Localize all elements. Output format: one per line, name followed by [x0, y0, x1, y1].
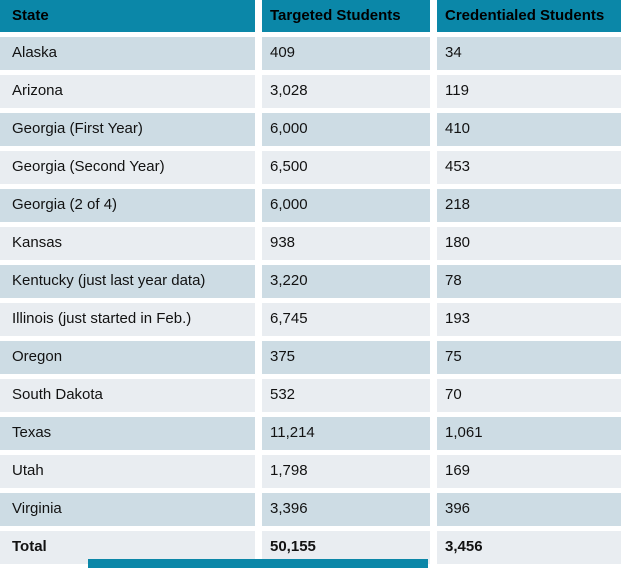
total-row: Total 50,155 3,456 — [0, 531, 621, 568]
table-row: Alaska 409 34 — [0, 37, 621, 75]
cell-credentialed-students: 1,061 — [437, 417, 621, 455]
cell-credentialed-students: 34 — [437, 37, 621, 75]
table-row: Kansas 938 180 — [0, 227, 621, 265]
cell-targeted-students: 938 — [262, 227, 437, 265]
cell-credentialed-students: 410 — [437, 113, 621, 151]
cell-targeted-students: 409 — [262, 37, 437, 75]
table-row: Kentucky (just last year data) 3,220 78 — [0, 265, 621, 303]
cell-credentialed-students: 78 — [437, 265, 621, 303]
cell-state: Arizona — [0, 75, 262, 113]
cell-state: Virginia — [0, 493, 262, 531]
cell-state: Georgia (First Year) — [0, 113, 262, 151]
cell-credentialed-students: 169 — [437, 455, 621, 493]
cell-state: Illinois (just started in Feb.) — [0, 303, 262, 341]
column-header-credentialed-students: Credentialed Students — [437, 0, 621, 37]
cell-state: Utah — [0, 455, 262, 493]
cell-credentialed-students: 75 — [437, 341, 621, 379]
cell-credentialed-students: 396 — [437, 493, 621, 531]
cell-targeted-students: 3,028 — [262, 75, 437, 113]
table-body: Alaska 409 34 Arizona 3,028 119 Georgia (First… — [0, 37, 621, 568]
table-row: Illinois (just started in Feb.) 6,745 193 — [0, 303, 621, 341]
table-header: State Targeted Students Credentialed Stu… — [0, 0, 621, 37]
cell-credentialed-students: 193 — [437, 303, 621, 341]
table-row: Georgia (Second Year) 6,500 453 — [0, 151, 621, 189]
cell-state: Kentucky (just last year data) — [0, 265, 262, 303]
table-row: Virginia 3,396 396 — [0, 493, 621, 531]
cell-state: Oregon — [0, 341, 262, 379]
cell-credentialed-students: 218 — [437, 189, 621, 227]
table-row: South Dakota 532 70 — [0, 379, 621, 417]
cell-state: Georgia (Second Year) — [0, 151, 262, 189]
cell-targeted-students: 6,000 — [262, 189, 437, 227]
cell-state: Georgia (2 of 4) — [0, 189, 262, 227]
cell-targeted-students: 6,745 — [262, 303, 437, 341]
table-row: Georgia (2 of 4) 6,000 218 — [0, 189, 621, 227]
table-row: Arizona 3,028 119 — [0, 75, 621, 113]
cell-credentialed-students: 119 — [437, 75, 621, 113]
cell-targeted-students: 1,798 — [262, 455, 437, 493]
cell-state: Texas — [0, 417, 262, 455]
bottom-accent-bar — [88, 559, 428, 568]
cell-credentialed-students: 453 — [437, 151, 621, 189]
table-row: Georgia (First Year) 6,000 410 — [0, 113, 621, 151]
column-header-targeted-students: Targeted Students — [262, 0, 437, 37]
cell-state: Alaska — [0, 37, 262, 75]
cell-state: South Dakota — [0, 379, 262, 417]
cell-targeted-students: 11,214 — [262, 417, 437, 455]
cell-credentialed-students: 70 — [437, 379, 621, 417]
column-header-state: State — [0, 0, 262, 37]
table-row: Utah 1,798 169 — [0, 455, 621, 493]
cell-targeted-students: 3,396 — [262, 493, 437, 531]
table-row: Texas 11,214 1,061 — [0, 417, 621, 455]
cell-targeted-students: 6,000 — [262, 113, 437, 151]
cell-credentialed-students: 180 — [437, 227, 621, 265]
header-row: State Targeted Students Credentialed Stu… — [0, 0, 621, 37]
cell-targeted-students: 375 — [262, 341, 437, 379]
cell-state: Kansas — [0, 227, 262, 265]
table-row: Oregon 375 75 — [0, 341, 621, 379]
cell-credentialed-students-total: 3,456 — [437, 531, 621, 568]
cell-targeted-students: 3,220 — [262, 265, 437, 303]
cell-targeted-students: 6,500 — [262, 151, 437, 189]
cell-targeted-students: 532 — [262, 379, 437, 417]
